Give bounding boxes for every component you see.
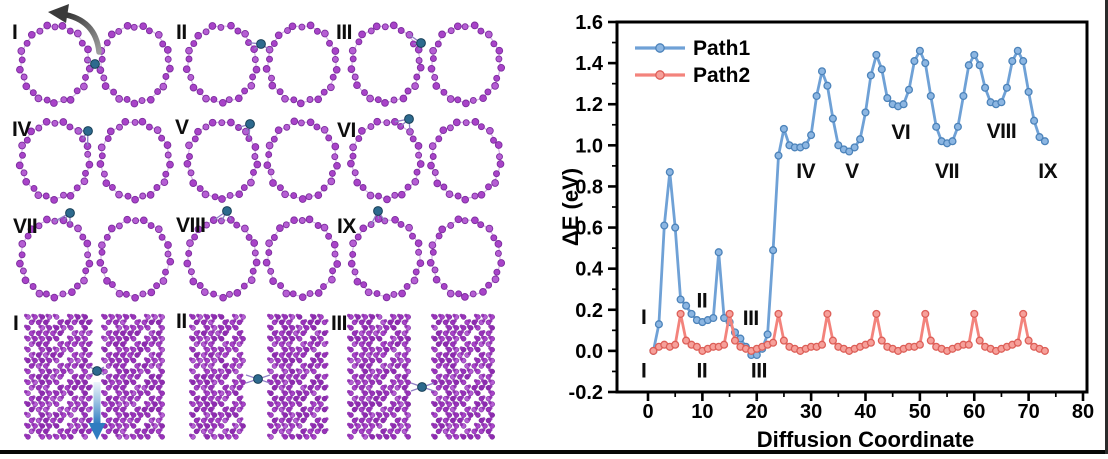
svg-text:30: 30	[800, 401, 822, 423]
ring-panel-label-9: IX	[337, 215, 356, 238]
ring-panel-III	[347, 21, 506, 108]
annotation-III: III	[751, 359, 767, 382]
slab-panel-label-1: I	[13, 312, 19, 335]
ring-panel-V	[183, 117, 341, 203]
svg-text:0.2: 0.2	[575, 300, 603, 322]
annotation-VI: VI	[891, 121, 910, 144]
x-axis-title: Diffusion Coordinate	[757, 427, 975, 452]
dopant-atom	[404, 114, 414, 124]
ring-panel-II	[182, 21, 341, 108]
annotation-VIII: VIII	[987, 120, 1017, 143]
svg-text:10: 10	[691, 401, 713, 423]
slab-panel-label-3: III	[331, 312, 348, 335]
dopant-atom	[373, 206, 383, 216]
dopant-atom	[256, 39, 266, 49]
nanotube-slab-2	[101, 313, 165, 440]
slab-panel-label-2: II	[176, 310, 187, 333]
ring-panel-label-5: V	[175, 116, 189, 139]
y-axis-title: ΔE (eV)	[558, 168, 583, 246]
svg-text:70: 70	[1018, 401, 1040, 423]
slab-panel-III	[410, 382, 435, 392]
annotation-I: I	[641, 306, 646, 329]
svg-text:0.0: 0.0	[575, 341, 603, 363]
svg-text:1.2: 1.2	[575, 94, 603, 116]
ring-panel-label-7: VII	[13, 215, 38, 238]
slab-structures	[24, 313, 495, 440]
energy-profile-chart: 0 10 20 30 40 50 60 70 80 -0.2 0.0 0.2 0.4 0.6 0.8 1.0 1…	[558, 12, 1094, 452]
svg-text:80: 80	[1072, 401, 1094, 423]
legend-label-Path1: Path1	[693, 37, 751, 60]
plot-border	[615, 20, 1089, 394]
ring-panel-VIII	[183, 206, 342, 302]
annotation-III: III	[743, 307, 759, 330]
annotation-V: V	[845, 160, 859, 183]
ring-panel-label-6: VI	[337, 119, 356, 142]
chart-legend: Path1 Path2	[635, 37, 751, 87]
svg-text:1.6: 1.6	[575, 12, 603, 34]
slab-panel-I	[88, 366, 106, 440]
ring-panel-IX	[347, 206, 506, 302]
figure-bottom-border	[0, 450, 1108, 454]
svg-text:0.4: 0.4	[575, 259, 604, 281]
ring-panel-label-3: III	[336, 21, 353, 44]
dopant-atom	[253, 374, 263, 384]
svg-text:-0.2: -0.2	[569, 382, 603, 404]
dopant-atom	[417, 382, 427, 392]
series-Path1	[649, 46, 1049, 360]
svg-text:40: 40	[854, 401, 876, 423]
dopant-atom	[65, 208, 75, 218]
ring-panel-VII	[16, 208, 175, 302]
figure-right-border	[1105, 0, 1108, 454]
annotation-IX: IX	[1038, 160, 1057, 183]
dopant-atom	[92, 366, 102, 376]
ring-panel-label-1: I	[12, 21, 18, 44]
chart-series	[649, 46, 1049, 360]
ring-panel-I	[16, 4, 174, 108]
nanotube-slab-4	[267, 313, 329, 440]
dopant-atom	[83, 126, 93, 136]
dopant-atom	[222, 206, 232, 216]
svg-text:0.6: 0.6	[575, 218, 603, 240]
svg-text:20: 20	[746, 401, 768, 423]
nanotube-slab-1	[24, 313, 93, 440]
nanotube-slab-5	[347, 313, 411, 440]
annotation-I: I	[641, 359, 646, 382]
slab-panel-II	[245, 374, 271, 384]
svg-text:50: 50	[909, 401, 931, 423]
structure-diagrams	[15, 4, 506, 440]
curved-arrow-icon	[48, 4, 102, 55]
down-arrow-icon	[88, 382, 106, 440]
annotation-IV: IV	[796, 160, 815, 183]
ring-panel-IV	[15, 117, 174, 204]
annotation-II: II	[696, 359, 707, 382]
svg-text:0: 0	[642, 401, 653, 423]
nanotube-slab-6	[431, 313, 495, 440]
ring-panel-label-8: VIII	[176, 214, 206, 237]
svg-text:0.8: 0.8	[575, 176, 603, 198]
legend-label-Path2: Path2	[693, 64, 750, 87]
annotation-II: II	[696, 290, 707, 313]
svg-text:1.4: 1.4	[575, 53, 604, 75]
dopant-atom	[416, 38, 426, 48]
dopant-atom	[245, 119, 255, 129]
annotation-VII: VII	[935, 160, 959, 183]
ring-panel-label-2: II	[176, 21, 187, 44]
chart-axes: 0 10 20 30 40 50 60 70 80 -0.2 0.0 0.2 0.4 0.6 0.8 1.0 1…	[558, 12, 1094, 452]
svg-text:60: 60	[963, 401, 985, 423]
series-Path2	[649, 309, 1049, 355]
nanotube-slab-3	[189, 313, 246, 440]
svg-text:1.0: 1.0	[575, 135, 603, 157]
ring-panel-VI	[347, 114, 505, 204]
dopant-atom	[90, 59, 100, 69]
ring-panel-label-4: IV	[12, 118, 31, 141]
